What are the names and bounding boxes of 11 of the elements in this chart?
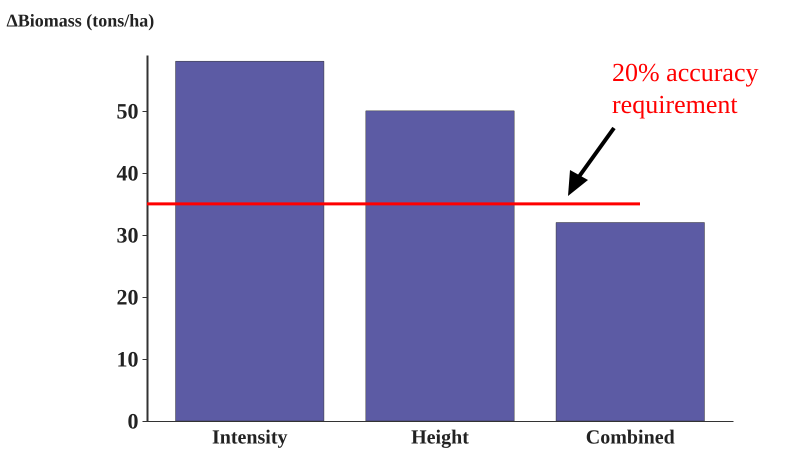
x-tick-label: Intensity xyxy=(212,426,288,448)
y-tick-label: 0 xyxy=(128,408,138,434)
x-tick-label: Combined xyxy=(586,426,675,448)
ref-line-label: 20% accuracy requirement xyxy=(612,58,759,119)
y-tick-label: 40 xyxy=(116,160,138,186)
y-axis-title: ΔBiomass (tons/ha) xyxy=(6,10,154,30)
y-tick-label: 50 xyxy=(116,98,138,124)
y-tick-label: 20 xyxy=(116,284,138,310)
x-tick-label: Height xyxy=(411,426,470,448)
y-tick-label: 10 xyxy=(116,346,138,372)
y-tick-label: 30 xyxy=(116,222,138,248)
